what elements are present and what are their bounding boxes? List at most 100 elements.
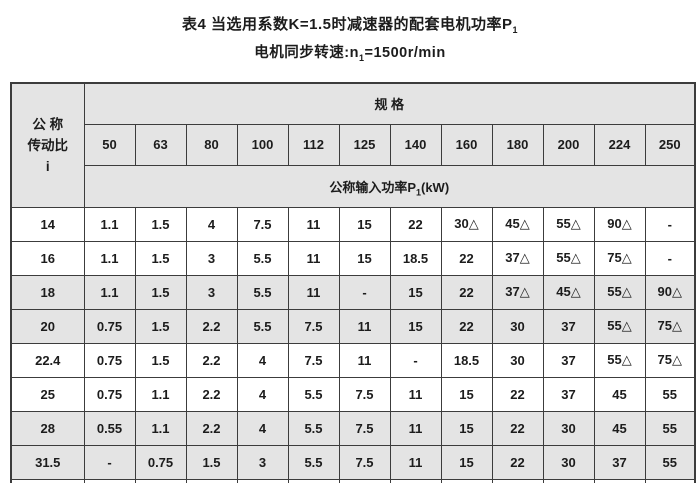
value-cell: 1.1 [83, 274, 136, 310]
value-cell: 11 [338, 308, 391, 344]
spec-size-200: 200 [542, 123, 595, 166]
value-cell: 1.5 [134, 342, 187, 378]
value-cell: 7.5 [236, 206, 289, 242]
partial-cell [236, 478, 289, 483]
partial-cell [287, 478, 340, 483]
spec-size-63: 63 [134, 123, 187, 166]
value-cell: 30 [491, 308, 544, 344]
value-cell: 22 [389, 206, 442, 242]
value-cell: 0.55 [83, 410, 136, 446]
value-cell: 75△ [593, 240, 646, 276]
ratio-cell: 28 [10, 410, 85, 446]
value-cell: 15 [389, 274, 442, 310]
value-cell: 11 [389, 410, 442, 446]
value-cell: 2.2 [185, 410, 238, 446]
table-row: 25 0.75 1.1 2.2 4 5.5 7.5 11 15 22 37 45 55 [10, 376, 696, 412]
value-cell: 55△ [593, 342, 646, 378]
spec-size-80: 80 [185, 123, 238, 166]
power-header-unit: (kW) [421, 179, 450, 195]
table-row: 28 0.55 1.1 2.2 4 5.5 7.5 11 15 22 30 45 55 [10, 410, 696, 446]
value-cell: 1.5 [134, 308, 187, 344]
table-body: 14 1.1 1.5 4 7.5 11 15 22 30△ 45△ 55△ 90△ -16 1.1 1.5 3… [10, 206, 696, 483]
value-cell: 0.75 [134, 444, 187, 480]
spec-size-140: 140 [389, 123, 442, 166]
value-cell: 0.75 [83, 342, 136, 378]
partial-cell [389, 478, 442, 483]
table-title-subscript: 1 [512, 25, 518, 35]
value-cell: 1.1 [134, 376, 187, 412]
spec-size-125: 125 [338, 123, 391, 166]
value-cell: 3 [236, 444, 289, 480]
value-cell: 22 [491, 410, 544, 446]
value-cell: 15 [440, 410, 493, 446]
value-cell: 37 [542, 376, 595, 412]
value-cell: 11 [287, 274, 340, 310]
value-cell: 1.5 [134, 240, 187, 276]
partial-cell [542, 478, 595, 483]
value-cell: 37△ [491, 274, 544, 310]
spec-size-224: 224 [593, 123, 646, 166]
value-cell: 37 [542, 342, 595, 378]
spec-size-160: 160 [440, 123, 493, 166]
value-cell: 4 [236, 410, 289, 446]
value-cell: 11 [389, 376, 442, 412]
value-cell: 11 [287, 240, 340, 276]
value-cell: 55△ [593, 308, 646, 344]
partial-cell [185, 478, 238, 483]
spec-size-112: 112 [287, 123, 340, 166]
table-row: 18 1.1 1.5 3 5.5 11-15 22 37△ 45△ 55△ 90△ [10, 274, 696, 310]
value-cell: 30 [542, 444, 595, 480]
spec-size-50: 50 [83, 123, 136, 166]
value-cell: 75△ [644, 308, 696, 344]
corner-line-3: i [45, 158, 50, 174]
ratio-cell: 16 [10, 240, 85, 276]
ratio-column-header: 公 称 传动比 i [10, 82, 85, 208]
value-cell: 15 [338, 240, 391, 276]
ratio-cell: 31.5 [10, 444, 85, 480]
value-cell: 0.75 [83, 308, 136, 344]
value-cell: 37 [593, 444, 646, 480]
partial-cell [644, 478, 696, 483]
value-cell: 7.5 [338, 410, 391, 446]
value-cell: 18.5 [389, 240, 442, 276]
value-cell: 45△ [542, 274, 595, 310]
value-cell: 55 [644, 376, 696, 412]
value-cell: 22 [440, 308, 493, 344]
value-cell: - [644, 240, 696, 276]
value-cell: 37 [542, 308, 595, 344]
power-header-row: 公称输入功率P1(kW) [11, 164, 696, 208]
value-cell: 1.1 [134, 410, 187, 446]
partial-cell [491, 478, 544, 483]
value-cell: 22 [491, 376, 544, 412]
value-cell: 5.5 [236, 240, 289, 276]
value-cell: 1.1 [83, 206, 136, 242]
spec-group-header: 规 格 [83, 82, 696, 125]
spec-size-250: 250 [644, 123, 696, 166]
partial-cell [83, 478, 136, 483]
ratio-cell: 20 [10, 308, 85, 344]
value-cell: 22 [440, 274, 493, 310]
value-cell: 1.5 [185, 444, 238, 480]
subtitle-text: 电机同步转速:n [254, 45, 359, 61]
value-cell: 11 [287, 206, 340, 242]
value-cell: 30 [542, 410, 595, 446]
value-cell: 22 [440, 240, 493, 276]
value-cell: 0.75 [83, 376, 136, 412]
value-cell: 5.5 [287, 410, 340, 446]
spec-size-100: 100 [236, 123, 289, 166]
value-cell: 45 [593, 376, 646, 412]
value-cell: 11 [338, 342, 391, 378]
spec-size-180: 180 [491, 123, 544, 166]
value-cell: 5.5 [236, 308, 289, 344]
value-cell: 90△ [593, 206, 646, 242]
value-cell: 55△ [542, 206, 595, 242]
value-cell: 30△ [440, 206, 493, 242]
partial-cell [134, 478, 187, 483]
motor-power-table: 公 称 传动比 i 规 格 50 63 80 100 112 125 140 1… [10, 82, 696, 483]
value-cell: 7.5 [287, 308, 340, 344]
value-cell: 55 [644, 410, 696, 446]
value-cell: 4 [236, 342, 289, 378]
value-cell: 7.5 [338, 376, 391, 412]
value-cell: 37△ [491, 240, 544, 276]
table-title-text: 表4 当选用系数K=1.5时减速器的配套电机功率P [182, 16, 513, 33]
